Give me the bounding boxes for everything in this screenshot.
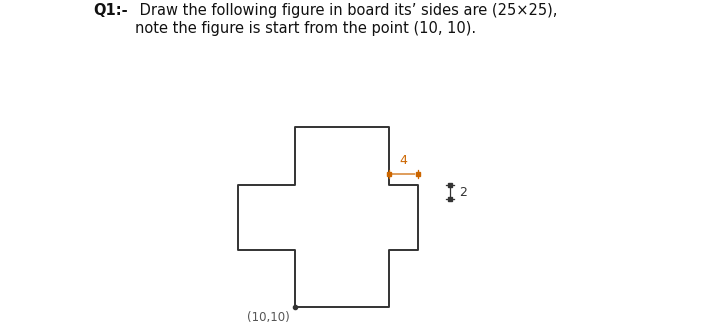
Text: Draw the following figure in board its’ sides are (25×25),
note the figure is st: Draw the following figure in board its’ …	[135, 3, 558, 36]
Text: 2: 2	[459, 185, 467, 199]
Text: 4: 4	[400, 154, 407, 167]
Text: (10,10): (10,10)	[247, 311, 289, 324]
Text: Q1:-: Q1:-	[94, 3, 128, 18]
